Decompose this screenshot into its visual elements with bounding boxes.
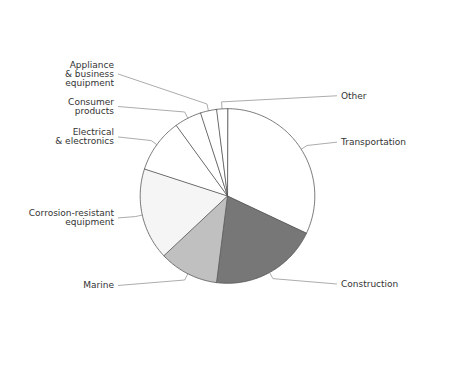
svg-text:Transportation: Transportation xyxy=(340,137,406,147)
svg-text:Appliance& businessequipment: Appliance& businessequipment xyxy=(65,60,115,88)
svg-text:Consumerproducts: Consumerproducts xyxy=(68,97,114,116)
svg-text:Corrosion-resistantequipment: Corrosion-resistantequipment xyxy=(29,208,115,227)
svg-text:Other: Other xyxy=(341,91,367,101)
svg-text:Marine: Marine xyxy=(83,280,114,290)
svg-text:Construction: Construction xyxy=(341,279,398,289)
svg-text:Electrical& electronics: Electrical& electronics xyxy=(55,127,114,146)
